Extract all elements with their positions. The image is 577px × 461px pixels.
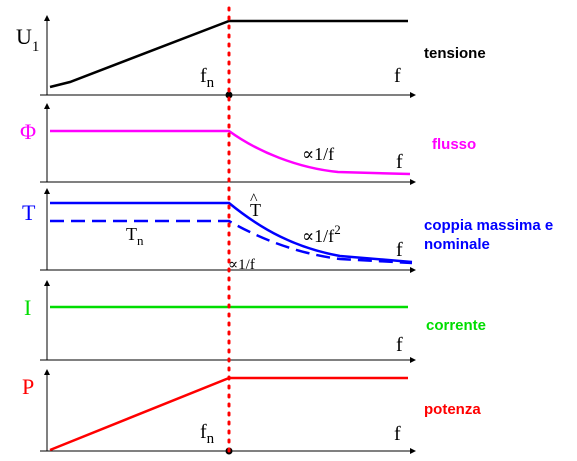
tension-curve bbox=[49, 19, 408, 89]
flux-proportional-label: ∝1/f bbox=[302, 144, 334, 164]
x-label-f: f bbox=[396, 151, 403, 173]
nominal-torque-label: Tn bbox=[126, 224, 144, 248]
current-symbol: I bbox=[24, 295, 31, 320]
flux-caption: flusso bbox=[432, 136, 476, 153]
max-torque-curve bbox=[50, 201, 413, 264]
torque-caption-line1: coppia massima e bbox=[424, 217, 553, 234]
x-label-f: f bbox=[396, 239, 403, 261]
fn-point bbox=[225, 91, 233, 99]
max-torque-hat: ^ bbox=[250, 191, 258, 208]
torque-proportional-sq-label: ∝1/f2 bbox=[302, 222, 341, 246]
panel-flux: Φ ∝1/f f flusso bbox=[20, 103, 476, 185]
flux-curve bbox=[50, 129, 411, 176]
current-caption: corrente bbox=[426, 317, 486, 334]
power-symbol: P bbox=[22, 374, 34, 399]
x-label-f: f bbox=[394, 423, 401, 445]
tension-symbol: U1 bbox=[16, 24, 39, 55]
torque-symbol: T bbox=[22, 200, 36, 225]
power-caption: potenza bbox=[424, 401, 481, 418]
panel-torque: T ^ T Tn ∝1/f2 ∝1/f f coppia massima e n… bbox=[22, 188, 553, 273]
flux-symbol: Φ bbox=[20, 119, 36, 144]
panel-current: I f corrente bbox=[24, 280, 486, 363]
panel-power: P fn f potenza bbox=[22, 369, 481, 455]
tension-caption: tensione bbox=[424, 45, 486, 62]
fn-label: fn bbox=[200, 421, 215, 447]
x-label-f: f bbox=[396, 334, 403, 356]
max-torque-label: T bbox=[250, 200, 261, 220]
torque-proportional-label: ∝1/f bbox=[228, 257, 255, 273]
panel-tension: U1 fn f tensione bbox=[16, 15, 486, 99]
torque-caption-line2: nominale bbox=[424, 236, 490, 253]
x-label-f: f bbox=[394, 65, 401, 87]
fn-label: fn bbox=[200, 65, 215, 91]
nominal-torque-curve bbox=[50, 219, 413, 265]
